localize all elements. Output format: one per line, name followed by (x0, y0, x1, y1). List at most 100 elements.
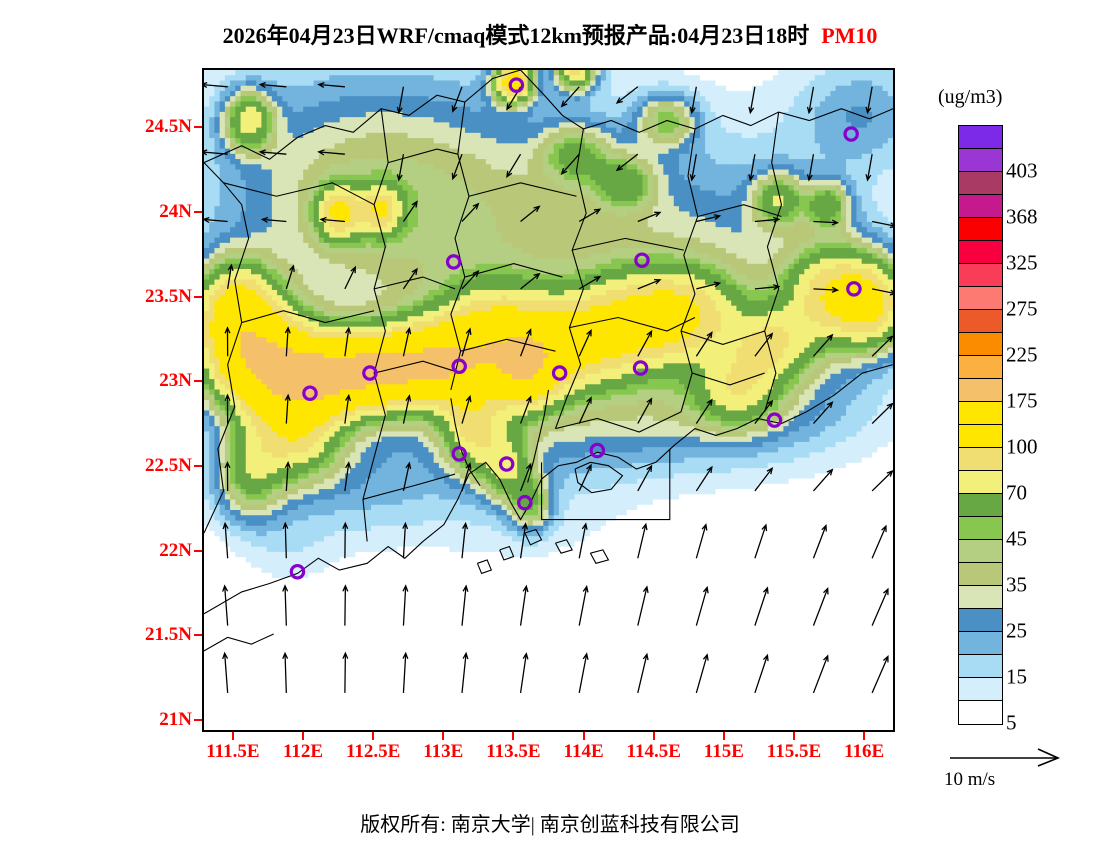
map-plot-area[interactable] (202, 68, 895, 732)
wind-arrow-icon (813, 286, 840, 293)
wind-arrow-icon (344, 461, 352, 492)
wind-arrow-icon (284, 460, 291, 491)
wind-arrow-icon (344, 326, 352, 357)
wind-arrow-icon (461, 521, 469, 559)
colorbar-unit-label: (ug/m3) (938, 86, 1003, 108)
station-marker-icon[interactable] (766, 412, 783, 428)
wind-arrow-icon (204, 149, 228, 156)
station-marker-icon[interactable] (846, 281, 862, 297)
wind-arrow-icon (578, 208, 602, 223)
wind-arrow-icon (451, 153, 463, 181)
wind-arrow-icon (258, 149, 287, 156)
x-axis-tick-115: 115E (703, 741, 744, 762)
colorbar-band-8 (959, 310, 1002, 333)
title-pollutant-label: PM10 (821, 23, 878, 48)
station-marker-icon[interactable] (508, 77, 525, 93)
station-marker-icon[interactable] (498, 456, 515, 472)
station-marker-icon[interactable] (302, 385, 318, 401)
station-marker-icon[interactable] (289, 564, 306, 580)
station-marker-icon[interactable] (551, 365, 568, 381)
colorbar-label-225: 225 (1006, 342, 1038, 367)
wind-arrow-icon (871, 335, 893, 357)
station-marker-icon[interactable] (362, 365, 378, 381)
wind-arrow-icon (461, 462, 472, 492)
colorbar-label-5: 5 (1006, 710, 1017, 735)
colorbar-label-403: 403 (1006, 158, 1038, 183)
colorbar-label-70: 70 (1006, 480, 1027, 505)
colorbar-label-368: 368 (1006, 204, 1038, 229)
wind-arrow-icon (260, 216, 287, 223)
station-marker-icon[interactable] (517, 494, 533, 511)
wind-arrow-icon (402, 584, 409, 626)
y-tick-mark (194, 465, 202, 468)
colorbar-band-13 (959, 425, 1002, 448)
colorbar-band-1 (959, 149, 1002, 172)
map-boundary-line (373, 360, 461, 374)
wind-arrow-icon (695, 585, 709, 626)
x-axis-tick-113.5: 113.5E (486, 741, 541, 762)
station-marker-icon[interactable] (634, 252, 650, 268)
colorbar-band-2 (959, 172, 1002, 195)
wind-arrow-icon (806, 86, 815, 115)
wind-vector-layer (204, 82, 893, 694)
wind-arrow-icon (227, 263, 234, 289)
wind-arrow-icon (578, 275, 602, 290)
wind-arrow-icon (637, 652, 649, 694)
x-axis-tick-115.5: 115.5E (766, 741, 822, 762)
y-tick-mark (194, 295, 202, 298)
map-boundary-line (223, 182, 375, 206)
x-tick-mark (792, 732, 795, 740)
map-boundary-line (204, 633, 274, 652)
wind-arrow-icon (813, 219, 840, 226)
wind-arrow-icon (806, 154, 815, 182)
wind-arrow-icon (637, 464, 653, 492)
colorbar-tick-labels: 403 368 325 275 225 175 100 70 45 35 25 15 5 (1006, 125, 1096, 735)
station-marker-icon[interactable] (632, 360, 649, 376)
wind-arrow-icon (344, 393, 352, 424)
y-axis-tick-21.5: 21.5N (145, 624, 192, 646)
x-tick-mark (302, 732, 304, 740)
station-marker-icon[interactable] (843, 126, 859, 142)
wind-arrow-icon (461, 584, 469, 626)
map-boundary-line (574, 461, 624, 494)
map-boundary-line (554, 128, 587, 429)
wind-arrow-icon (319, 216, 345, 223)
x-tick-mark (582, 732, 585, 740)
wind-arrow-icon (754, 399, 774, 424)
wind-arrow-icon (317, 149, 345, 156)
colorbar-band-9 (959, 333, 1002, 356)
x-axis-tick-111.5: 111.5E (206, 741, 260, 762)
wind-scale-label: 10 m/s (944, 769, 996, 790)
wind-arrow-icon (519, 328, 532, 357)
wind-arrow-icon (222, 651, 229, 693)
wind-arrow-icon (402, 394, 412, 424)
colorbar-band-19 (959, 563, 1002, 586)
concentration-contour-map (204, 70, 893, 730)
station-marker-icon[interactable] (451, 358, 467, 375)
wind-arrow-icon (871, 524, 887, 559)
wind-arrow-icon (461, 327, 472, 357)
colorbar-band-3 (959, 195, 1002, 218)
y-axis-tick-23: 23N (159, 370, 192, 392)
wind-arrow-icon (284, 393, 291, 424)
map-boundary-line (697, 204, 782, 218)
wind-arrow-icon (871, 654, 889, 694)
wind-arrow-icon (506, 153, 522, 179)
station-marker-icon[interactable] (451, 446, 467, 462)
wind-arrow-icon (695, 398, 713, 424)
wind-arrow-icon (754, 586, 769, 626)
wind-arrow-icon (342, 521, 349, 559)
wind-arrow-icon (317, 82, 345, 89)
wind-arrow-icon (812, 468, 834, 492)
x-tick-mark (722, 732, 725, 740)
map-boundary-line (589, 549, 610, 564)
station-marker-icon[interactable] (445, 254, 462, 270)
wind-arrow-icon (578, 522, 588, 559)
wind-arrow-icon (402, 200, 418, 222)
wind-arrow-icon (519, 584, 529, 626)
wind-arrow-icon (258, 82, 287, 89)
page-title: 2026年04月23日WRF/cmaq模式12km预报产品:04月23日18时 P… (0, 18, 1100, 50)
station-marker-icon[interactable] (589, 442, 606, 459)
wind-arrow-icon (222, 584, 229, 626)
map-boundary-line (555, 411, 682, 433)
